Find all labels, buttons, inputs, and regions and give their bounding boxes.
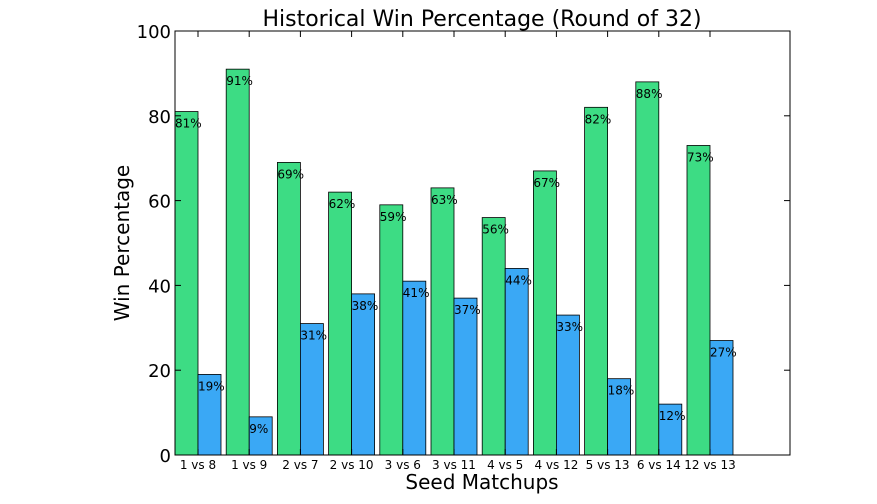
- bar-series1-2: [276, 162, 301, 456]
- data-label-series1-2: 69%: [277, 167, 304, 181]
- x-tick-label-9: 6 vs 14: [637, 458, 681, 472]
- bar-series1-5: [430, 187, 455, 456]
- bar-series1-4: [379, 204, 404, 456]
- x-tick-label-2: 2 vs 7: [282, 458, 318, 472]
- bar-series1-6: [481, 217, 506, 456]
- data-label-series2-7: 33%: [556, 320, 583, 334]
- y-tick-label-1: 20: [148, 361, 171, 382]
- bar-series2-6: [504, 268, 529, 456]
- data-label-series1-8: 82%: [585, 112, 612, 126]
- x-tick-label-1: 1 vs 9: [231, 458, 267, 472]
- y-tick-label-5: 100: [137, 22, 171, 43]
- bar-series2-3: [351, 293, 376, 456]
- bar-series2-5: [453, 297, 478, 456]
- bar-series1-10: [686, 145, 711, 456]
- data-label-series2-3: 38%: [352, 299, 379, 313]
- data-label-series2-9: 12%: [659, 409, 686, 423]
- x-tick-label-6: 4 vs 5: [487, 458, 523, 472]
- data-label-series2-1: 9%: [249, 422, 268, 436]
- x-tick-label-0: 1 vs 8: [180, 458, 216, 472]
- x-tick-label-7: 4 vs 12: [534, 458, 578, 472]
- x-axis-label: Seed Matchups: [405, 470, 558, 494]
- data-label-series1-0: 81%: [175, 117, 202, 131]
- y-tick-label-2: 40: [148, 276, 171, 297]
- x-tick-label-8: 5 vs 13: [586, 458, 630, 472]
- data-label-series2-10: 27%: [710, 346, 737, 360]
- data-label-series2-4: 41%: [403, 286, 430, 300]
- data-label-series1-4: 59%: [380, 210, 407, 224]
- plot-frame: [174, 30, 791, 456]
- data-label-series1-9: 88%: [636, 87, 663, 101]
- data-label-series1-5: 63%: [431, 193, 458, 207]
- chart-title: Historical Win Percentage (Round of 32): [262, 7, 701, 32]
- y-tick-label-3: 60: [148, 192, 171, 213]
- bar-series1-8: [584, 106, 608, 456]
- data-label-series1-7: 67%: [533, 176, 560, 190]
- bars-layer: [174, 68, 734, 456]
- data-label-series1-10: 73%: [687, 150, 714, 164]
- data-label-series2-5: 37%: [454, 303, 481, 317]
- bar-series2-2: [299, 323, 324, 456]
- x-tick-label-3: 2 vs 10: [330, 458, 374, 472]
- bar-series1-1: [225, 68, 250, 456]
- x-tick-label-4: 3 vs 6: [385, 458, 421, 472]
- axes-layer: 1 vs 8 1 vs 9 2 vs 7 2 vs 10 3 vs 6 3 vs 11 4 …: [137, 22, 791, 472]
- data-label-series2-8: 18%: [608, 384, 635, 398]
- data-label-series2-2: 31%: [300, 329, 327, 343]
- data-labels-layer: 81% 19% 91% 9% 69% 31% 62% 38% 59% 41% 63% 37% 56% 44…: [175, 74, 737, 436]
- bar-series1-3: [328, 191, 353, 456]
- x-tick-label-10: 12 vs 13: [684, 458, 736, 472]
- bar-series1-0: [174, 111, 199, 456]
- y-tick-label-0: 0: [160, 446, 171, 467]
- bar-series2-7: [556, 314, 580, 456]
- y-axis-label: Win Percentage: [110, 165, 134, 321]
- bar-series2-4: [402, 280, 427, 456]
- x-tick-label-5: 3 vs 11: [432, 458, 476, 472]
- bar-series1-7: [533, 170, 557, 456]
- data-label-series1-6: 56%: [482, 223, 509, 237]
- bar-series1-9: [635, 81, 660, 456]
- data-label-series2-0: 19%: [198, 379, 225, 393]
- data-label-series1-1: 91%: [226, 74, 253, 88]
- y-tick-label-4: 80: [148, 107, 171, 128]
- data-label-series1-3: 62%: [329, 197, 356, 211]
- data-label-series2-6: 44%: [505, 273, 532, 287]
